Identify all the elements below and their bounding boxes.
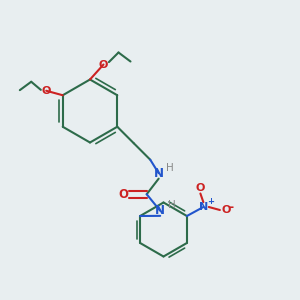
Text: N: N	[199, 202, 208, 212]
Text: N: N	[155, 204, 165, 217]
Text: O: O	[196, 183, 205, 193]
Text: N: N	[154, 167, 164, 180]
Text: H: H	[166, 163, 174, 173]
Text: O: O	[118, 188, 128, 201]
Text: +: +	[207, 196, 214, 206]
Text: O: O	[99, 59, 108, 70]
Text: H: H	[168, 200, 176, 210]
Text: O: O	[221, 205, 231, 215]
Text: -: -	[229, 200, 234, 214]
Text: O: O	[41, 86, 51, 96]
